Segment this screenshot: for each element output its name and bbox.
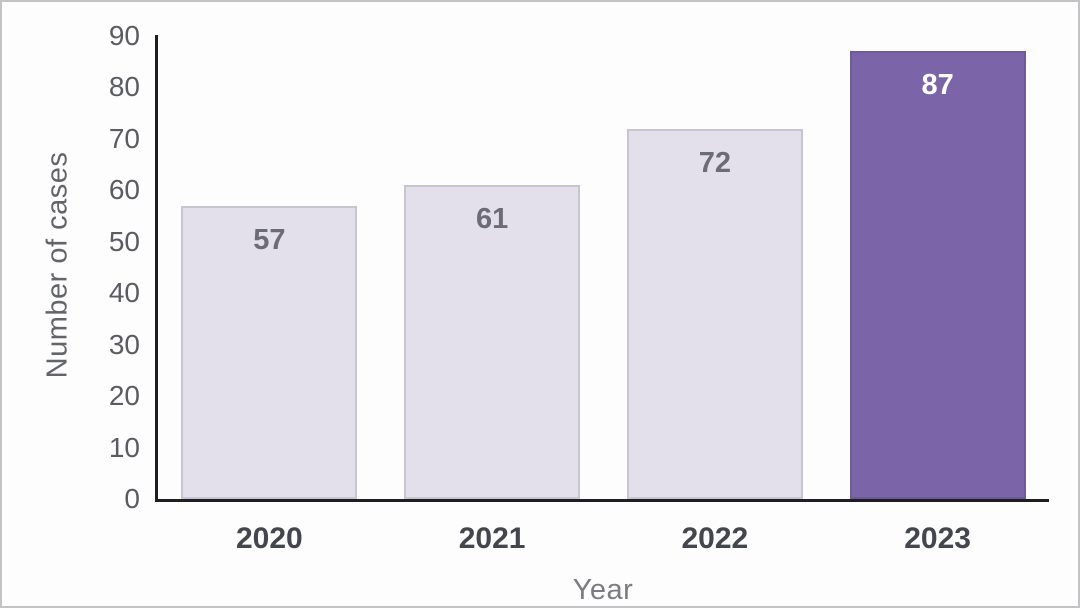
y-tick-label-90: 90 — [108, 20, 140, 51]
x-tick-label-2020: 2020 — [236, 522, 303, 555]
x-tick-label-2023: 2023 — [904, 522, 971, 555]
y-tick-label-0: 0 — [124, 483, 140, 514]
y-tick-label-60: 60 — [108, 174, 140, 206]
y-tick-label-50: 50 — [108, 225, 140, 257]
y-tick-label-10: 10 — [108, 431, 140, 463]
bar-value-label-2022: 72 — [698, 146, 731, 179]
y-tick-label-20: 20 — [108, 380, 140, 412]
bar-value-label-2020: 57 — [253, 223, 286, 256]
bar-2022 — [626, 128, 803, 499]
x-axis-title: Year — [572, 574, 634, 606]
y-tick-label-40: 40 — [108, 277, 140, 309]
bar-2023 — [849, 51, 1026, 499]
x-tick-label-2021: 2021 — [458, 522, 526, 555]
y-tick-label-70: 70 — [108, 122, 140, 154]
bar-2021 — [404, 185, 581, 499]
y-tick-label-80: 80 — [108, 71, 140, 103]
bar-2020 — [181, 205, 358, 499]
y-axis-line — [155, 35, 158, 502]
x-tick-label-2022: 2022 — [681, 522, 749, 555]
y-tick-label-30: 30 — [108, 328, 140, 360]
bar-value-label-2023: 87 — [921, 69, 954, 102]
bar-value-label-2021: 61 — [475, 203, 509, 236]
x-axis-line — [155, 499, 1049, 502]
